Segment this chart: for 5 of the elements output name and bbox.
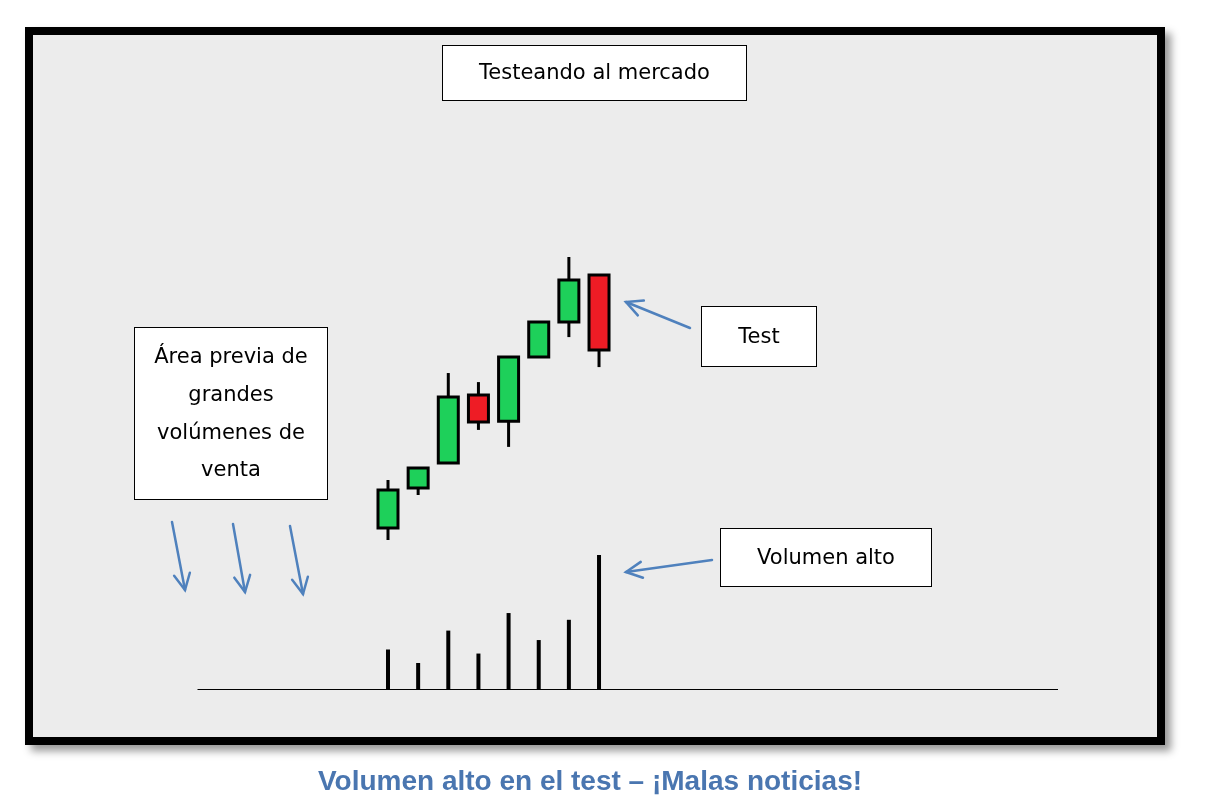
text: Testeando al mercado (442, 45, 747, 101)
text: Volumen alto en el test – ¡Malas noticias! (316, 765, 864, 797)
text: Área previa de grandes volúmenes de venta (134, 327, 328, 500)
text: Volumen alto (720, 528, 932, 587)
text: Test (701, 306, 817, 367)
